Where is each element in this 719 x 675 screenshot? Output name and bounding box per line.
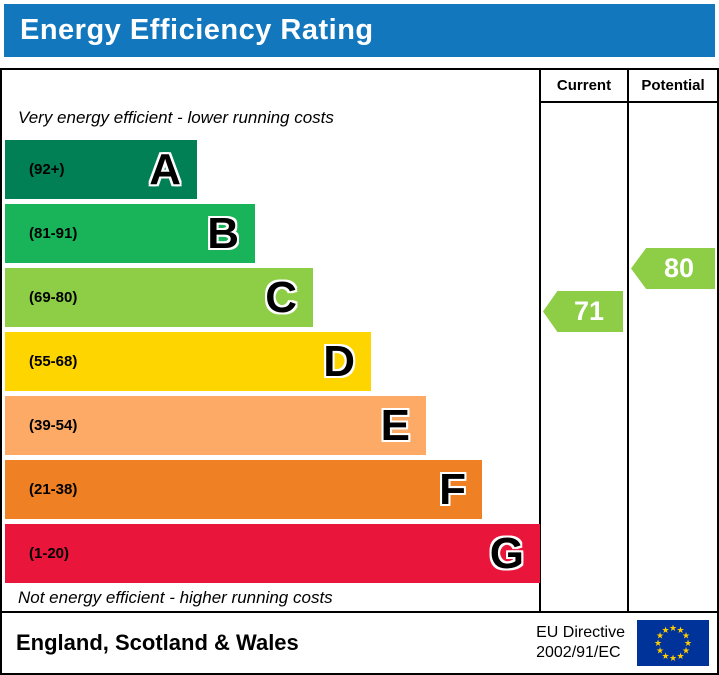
band-bar-c: (69-80) C [5, 268, 313, 327]
svg-text:★: ★ [656, 647, 664, 657]
current-column-divider [539, 70, 541, 611]
svg-text:★: ★ [682, 647, 690, 657]
band-letter: F [439, 464, 466, 514]
potential-rating-value: 80 [663, 253, 695, 283]
band-letter: C [265, 272, 297, 322]
band-bar-e: (39-54) E [5, 396, 426, 455]
band-letter: G [489, 528, 524, 578]
eu-flag-icon: ★ ★ ★ ★ ★ ★ ★ ★ ★ ★ ★ ★ [637, 620, 709, 666]
band-bar-b: (81-91) B [5, 204, 255, 263]
page-title: Energy Efficiency Rating [20, 14, 374, 46]
current-column-header: Current [556, 77, 612, 94]
rating-bands: (92+) A (81-91) B (69-80) C (55-68) D (3… [5, 140, 540, 588]
rating-table: Current Potential Very energy efficient … [0, 68, 719, 613]
band-letter: E [380, 400, 410, 450]
svg-text:★: ★ [661, 626, 669, 636]
footer-right: EU Directive 2002/91/EC ★ ★ ★ ★ ★ ★ ★ ★ … [536, 620, 709, 666]
region-label: England, Scotland & Wales [16, 630, 299, 655]
eu-directive-text: EU Directive 2002/91/EC [536, 623, 625, 663]
band-bar-d: (55-68) D [5, 332, 371, 391]
band-range: (39-54) [29, 417, 78, 434]
potential-column-header: Potential [641, 77, 705, 94]
potential-column-divider [627, 70, 629, 611]
band-letter: D [323, 336, 355, 386]
svg-text:★: ★ [669, 624, 677, 634]
svg-text:★: ★ [661, 652, 669, 662]
eu-directive-line1: EU Directive [536, 624, 625, 641]
band-bar-a: (92+) A [5, 140, 197, 199]
svg-text:★: ★ [654, 639, 662, 649]
eu-flag-field [637, 620, 709, 666]
svg-text:★: ★ [676, 652, 684, 662]
band-range: (69-80) [29, 289, 78, 306]
band-bar-f: (21-38) F [5, 460, 482, 519]
band-letter: B [207, 208, 239, 258]
svg-text:★: ★ [682, 632, 690, 642]
footer: England, Scotland & Wales EU Directive 2… [0, 613, 719, 675]
svg-text:★: ★ [656, 632, 664, 642]
top-note: Very energy efficient - lower running co… [18, 108, 334, 127]
column-header-rule [539, 101, 717, 103]
band-bar-g: (1-20) G [5, 524, 540, 583]
potential-rating-arrow: 80 [631, 248, 715, 289]
band-range: (1-20) [29, 545, 70, 562]
eu-flag-stars: ★ ★ ★ ★ ★ ★ ★ ★ ★ ★ ★ ★ [654, 624, 692, 664]
svg-text:★: ★ [676, 626, 684, 636]
band-letter: A [149, 144, 181, 194]
svg-text:★: ★ [684, 639, 692, 649]
band-range: (55-68) [29, 353, 78, 370]
current-rating-arrow: 71 [543, 291, 623, 332]
bottom-note: Not energy efficient - higher running co… [18, 588, 333, 607]
band-range: (92+) [29, 161, 65, 178]
svg-text:★: ★ [669, 654, 677, 664]
band-range: (81-91) [29, 225, 78, 242]
eu-directive-line2: 2002/91/EC [536, 644, 621, 661]
current-rating-value: 71 [573, 296, 605, 326]
header-bar: Energy Efficiency Rating [4, 4, 715, 57]
band-range: (21-38) [29, 481, 78, 498]
